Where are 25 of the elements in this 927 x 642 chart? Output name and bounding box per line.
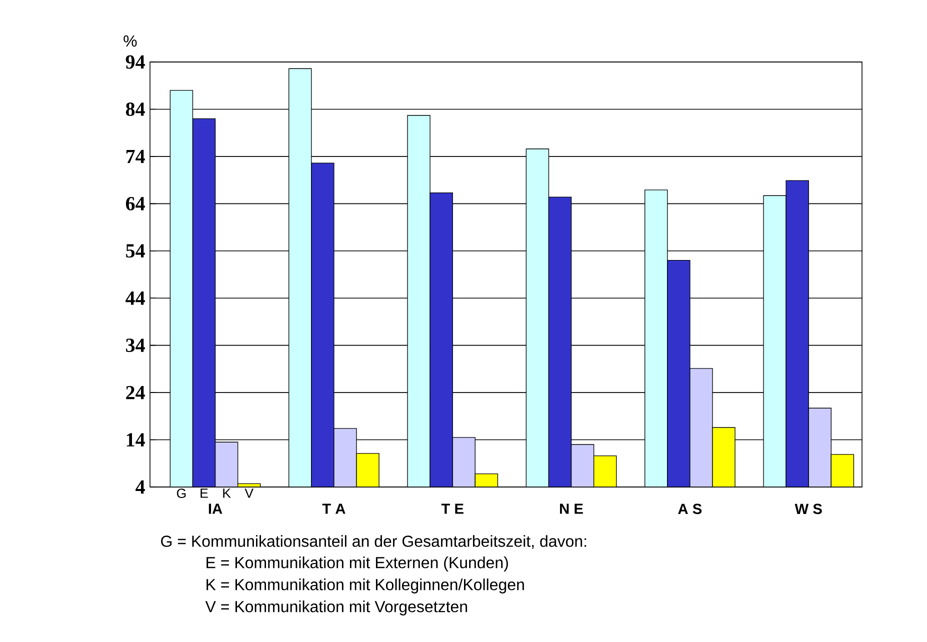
- y-tick-label: 64: [126, 196, 145, 210]
- text: E = Kommunikation mit Externen (Kunden): [206, 556, 508, 572]
- series-label: V: [244, 488, 254, 498]
- x-tick-label: N E: [560, 504, 583, 514]
- y-tick-label: 84: [126, 102, 145, 116]
- y-tick-label: 74: [126, 150, 145, 164]
- y-tick-label: 34: [126, 338, 145, 352]
- text: K = Kommunikation mit Kolleginnen/Kollegen: [206, 578, 524, 594]
- y-tick-label: 94: [126, 55, 145, 69]
- text: G = Kommunikationsanteil an der Gesamtarbeitszeit, davon:: [161, 535, 586, 549]
- y-tick-label: 54: [126, 244, 145, 258]
- y-axis-title: %: [124, 35, 137, 47]
- x-tick-label: A S: [678, 504, 702, 514]
- series-label: K: [223, 488, 231, 498]
- text: V = Kommunikation mit Vorgesetzten: [205, 600, 468, 616]
- x-tick-label: W S: [794, 504, 822, 514]
- series-label: E: [200, 488, 208, 498]
- y-tick-label: 4: [136, 480, 145, 494]
- y-tick-label: 24: [126, 386, 145, 400]
- x-tick-label: T A: [322, 504, 346, 514]
- y-tick-label: 44: [126, 292, 145, 305]
- series-label: G: [176, 488, 186, 498]
- x-tick-label: IA: [208, 504, 222, 514]
- y-tick-label: 14: [126, 433, 145, 446]
- x-tick-label: T E: [441, 504, 464, 514]
